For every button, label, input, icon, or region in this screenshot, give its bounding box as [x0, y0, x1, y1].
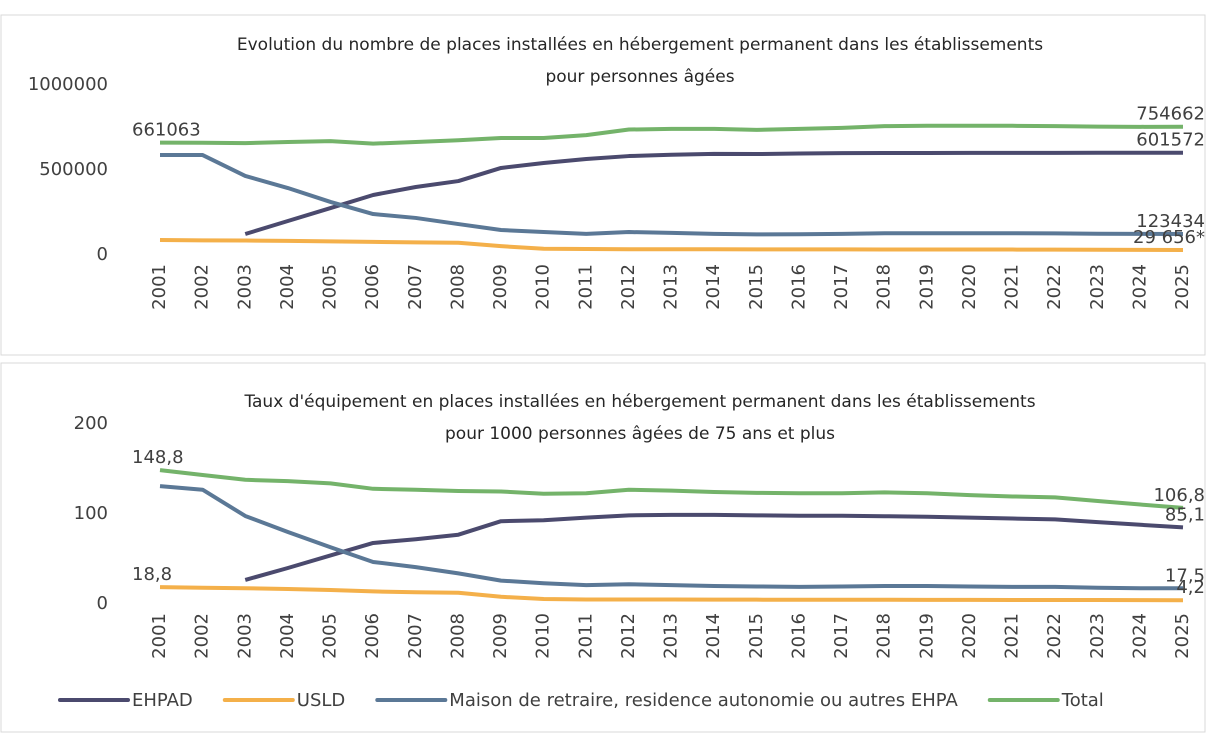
- legend-label: Total: [1061, 690, 1104, 711]
- x-tick-label: 2019: [916, 264, 937, 310]
- x-tick-label: 2007: [405, 613, 426, 659]
- chart-title: Evolution du nombre de places installées…: [237, 35, 1043, 55]
- x-tick-label: 2020: [959, 613, 980, 659]
- x-tick-label: 2016: [788, 613, 809, 659]
- x-tick-label: 2023: [1087, 264, 1108, 310]
- x-tick-label: 2001: [149, 613, 170, 659]
- chart-title: pour personnes âgées: [545, 67, 734, 87]
- legend-label: EHPAD: [132, 690, 193, 711]
- x-tick-label: 2006: [362, 613, 383, 659]
- x-tick-label: 2001: [149, 264, 170, 310]
- x-tick-label: 2010: [533, 613, 554, 659]
- x-tick-label: 2019: [916, 613, 937, 659]
- x-tick-label: 2014: [703, 264, 724, 310]
- x-tick-label: 2005: [320, 264, 341, 310]
- x-tick-label: 2007: [405, 264, 426, 310]
- x-tick-label: 2009: [490, 264, 511, 310]
- x-tick-label: 2013: [661, 264, 682, 310]
- data-label: 661063: [132, 120, 201, 141]
- x-tick-label: 2020: [959, 264, 980, 310]
- x-tick-label: 2015: [746, 264, 767, 310]
- data-label: 29 656*: [1133, 227, 1205, 248]
- x-tick-label: 2011: [575, 613, 596, 659]
- x-tick-label: 2021: [1002, 613, 1023, 659]
- chart-frame: [0, 362, 1206, 733]
- x-tick-label: 2021: [1002, 264, 1023, 310]
- chart-title: pour 1000 personnes âgées de 75 ans et p…: [445, 424, 835, 444]
- line: [159, 468, 1184, 510]
- x-tick-label: 2003: [234, 264, 255, 310]
- x-tick-label: 2008: [447, 613, 468, 659]
- data-label: 123434: [1136, 211, 1205, 232]
- x-tick-label: 2015: [746, 613, 767, 659]
- x-tick-label: 2012: [618, 264, 639, 310]
- y-tick-label: 200: [74, 413, 108, 434]
- x-tick-label: 2002: [192, 264, 213, 310]
- x-tick-label: 2025: [1172, 613, 1193, 659]
- data-label: 17,5: [1165, 565, 1205, 586]
- data-label: 4,2: [1176, 577, 1205, 598]
- data-label: 106,8: [1153, 485, 1205, 506]
- x-tick-label: 2005: [320, 613, 341, 659]
- x-tick-label: 2014: [703, 613, 724, 659]
- x-tick-label: 2024: [1129, 613, 1150, 659]
- chart-frame: [0, 14, 1206, 356]
- data-label: 85,1: [1165, 504, 1205, 525]
- line: [244, 512, 1184, 582]
- line: [160, 153, 1184, 237]
- x-tick-label: 2010: [533, 264, 554, 310]
- x-tick-label: 2017: [831, 264, 852, 310]
- x-tick-label: 2004: [277, 264, 298, 310]
- x-tick-label: 2016: [788, 264, 809, 310]
- x-tick-label: 2024: [1129, 264, 1150, 310]
- x-tick-label: 2022: [1044, 264, 1065, 310]
- x-tick-label: 2009: [490, 613, 511, 659]
- x-tick-label: 2018: [874, 264, 895, 310]
- x-tick-label: 2011: [575, 264, 596, 310]
- y-tick-label: 1000000: [28, 74, 108, 95]
- x-tick-label: 2018: [874, 613, 895, 659]
- line: [159, 585, 1184, 603]
- data-label: 18,8: [132, 564, 172, 585]
- x-tick-label: 2013: [661, 613, 682, 659]
- x-tick-label: 2003: [234, 613, 255, 659]
- x-tick-label: 2023: [1087, 613, 1108, 659]
- y-tick-label: 100: [74, 503, 108, 524]
- x-tick-label: 2002: [192, 613, 213, 659]
- line: [244, 150, 1184, 236]
- line: [159, 238, 1184, 252]
- x-tick-label: 2012: [618, 613, 639, 659]
- chart-title: Taux d'équipement en places installées e…: [243, 392, 1035, 412]
- x-tick-label: 2006: [362, 264, 383, 310]
- y-tick-label: 0: [97, 244, 108, 265]
- y-tick-label: 0: [97, 593, 108, 614]
- legend-label: Maison de retraire, residence autonomie …: [449, 690, 958, 711]
- x-tick-label: 2004: [277, 613, 298, 659]
- data-label: 148,8: [132, 447, 184, 468]
- y-tick-label: 500000: [39, 159, 108, 180]
- line: [159, 484, 1183, 591]
- data-label: 601572: [1136, 130, 1205, 151]
- data-label: 754662: [1136, 104, 1205, 125]
- x-tick-label: 2022: [1044, 613, 1065, 659]
- legend-label: USLD: [297, 690, 346, 711]
- x-tick-label: 2025: [1172, 264, 1193, 310]
- line: [159, 123, 1184, 146]
- x-tick-label: 2017: [831, 613, 852, 659]
- x-tick-label: 2008: [447, 264, 468, 310]
